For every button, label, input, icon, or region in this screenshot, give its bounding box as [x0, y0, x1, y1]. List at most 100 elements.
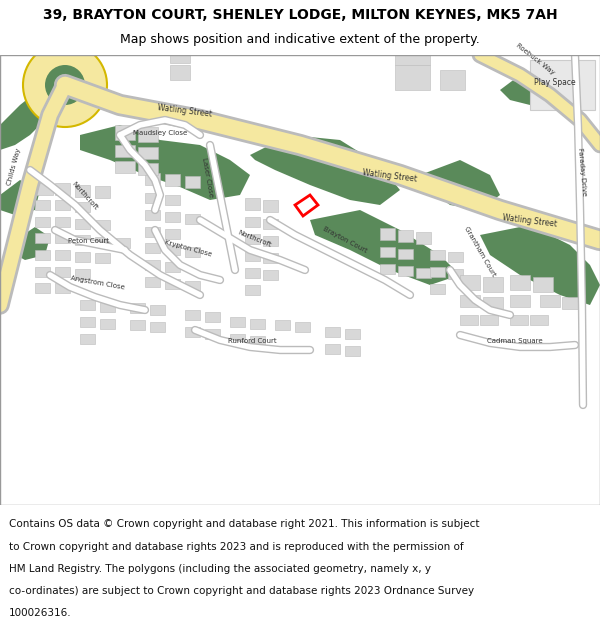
Text: Play Space: Play Space	[534, 78, 576, 87]
Bar	[75, 235, 90, 245]
Bar	[145, 210, 160, 220]
Bar	[185, 247, 200, 257]
Bar	[145, 193, 160, 203]
Bar	[263, 200, 278, 212]
Bar	[245, 217, 260, 227]
Bar	[145, 227, 160, 237]
Text: Map shows position and indicative extent of the property.: Map shows position and indicative extent…	[120, 33, 480, 46]
Bar	[430, 284, 445, 294]
Text: Brayton Court: Brayton Court	[322, 226, 368, 254]
Bar	[55, 283, 70, 293]
Bar	[165, 229, 180, 239]
Text: Northcroft: Northcroft	[71, 181, 99, 211]
Bar	[115, 238, 130, 248]
Bar	[130, 320, 145, 330]
Bar	[165, 262, 180, 272]
Bar	[533, 277, 553, 292]
Bar	[416, 268, 431, 278]
Bar	[380, 264, 395, 274]
Text: Roebuck Way: Roebuck Way	[515, 42, 555, 76]
Bar	[416, 232, 431, 244]
Bar	[510, 295, 530, 307]
Circle shape	[45, 65, 85, 105]
Bar	[562, 297, 582, 309]
Bar	[448, 252, 463, 262]
Text: Watling Street: Watling Street	[502, 213, 558, 229]
Bar	[395, 55, 430, 65]
Bar	[448, 269, 463, 279]
Bar	[380, 247, 395, 257]
Bar	[483, 277, 503, 292]
Bar	[398, 230, 413, 242]
Bar	[35, 200, 50, 210]
Bar	[165, 212, 180, 222]
Bar	[150, 322, 165, 332]
Bar	[165, 174, 180, 186]
Bar	[55, 217, 70, 227]
Text: Laser Close: Laser Close	[200, 158, 214, 198]
Text: Angstrom Close: Angstrom Close	[70, 276, 125, 291]
Bar	[150, 305, 165, 315]
Bar	[80, 300, 95, 310]
Bar	[95, 220, 110, 230]
Bar	[440, 70, 465, 90]
Text: 100026316.: 100026316.	[9, 608, 71, 618]
Bar	[460, 295, 480, 307]
Bar	[138, 127, 158, 142]
Bar	[245, 285, 260, 295]
Bar	[115, 125, 135, 140]
Bar	[115, 161, 135, 173]
Text: Runford Court: Runford Court	[227, 338, 277, 344]
Bar	[75, 252, 90, 262]
Bar	[130, 303, 145, 313]
Text: Watling Street: Watling Street	[157, 103, 213, 119]
Bar	[250, 336, 265, 346]
Bar	[205, 312, 220, 322]
Text: Northcroft: Northcroft	[238, 229, 272, 248]
Text: Krypton Close: Krypton Close	[164, 239, 212, 258]
Bar	[483, 297, 503, 309]
Bar	[510, 275, 530, 290]
Bar	[185, 176, 200, 188]
Bar	[80, 317, 95, 327]
Bar	[275, 320, 290, 330]
Bar	[75, 219, 90, 229]
Polygon shape	[310, 210, 460, 285]
Bar	[530, 315, 548, 325]
Text: co-ordinates) are subject to Crown copyright and database rights 2023 Ordnance S: co-ordinates) are subject to Crown copyr…	[9, 586, 474, 596]
Bar	[345, 346, 360, 356]
Text: Childs Way: Childs Way	[6, 148, 22, 186]
Bar	[55, 200, 70, 210]
Text: Peton Court: Peton Court	[67, 238, 109, 244]
Bar	[395, 65, 430, 90]
Polygon shape	[80, 125, 250, 200]
Bar	[325, 344, 340, 354]
Bar	[398, 266, 413, 276]
Bar	[230, 317, 245, 327]
Bar	[430, 250, 445, 260]
Bar	[145, 260, 160, 270]
Bar	[245, 268, 260, 278]
Bar	[55, 250, 70, 260]
Text: Grantham Court: Grantham Court	[463, 226, 497, 278]
Polygon shape	[250, 135, 400, 205]
Bar	[245, 251, 260, 261]
Bar	[100, 319, 115, 329]
Bar	[245, 198, 260, 210]
Bar	[430, 267, 445, 277]
Bar	[263, 253, 278, 263]
Bar	[263, 236, 278, 246]
Bar	[165, 195, 180, 205]
Bar	[100, 302, 115, 312]
Polygon shape	[420, 160, 500, 210]
Circle shape	[23, 43, 107, 127]
Bar	[380, 228, 395, 240]
Polygon shape	[0, 180, 40, 215]
Polygon shape	[0, 70, 90, 150]
Bar	[263, 219, 278, 229]
Bar	[35, 217, 50, 227]
Bar	[55, 183, 70, 195]
Bar	[185, 214, 200, 224]
Bar	[398, 249, 413, 259]
Bar	[95, 253, 110, 263]
